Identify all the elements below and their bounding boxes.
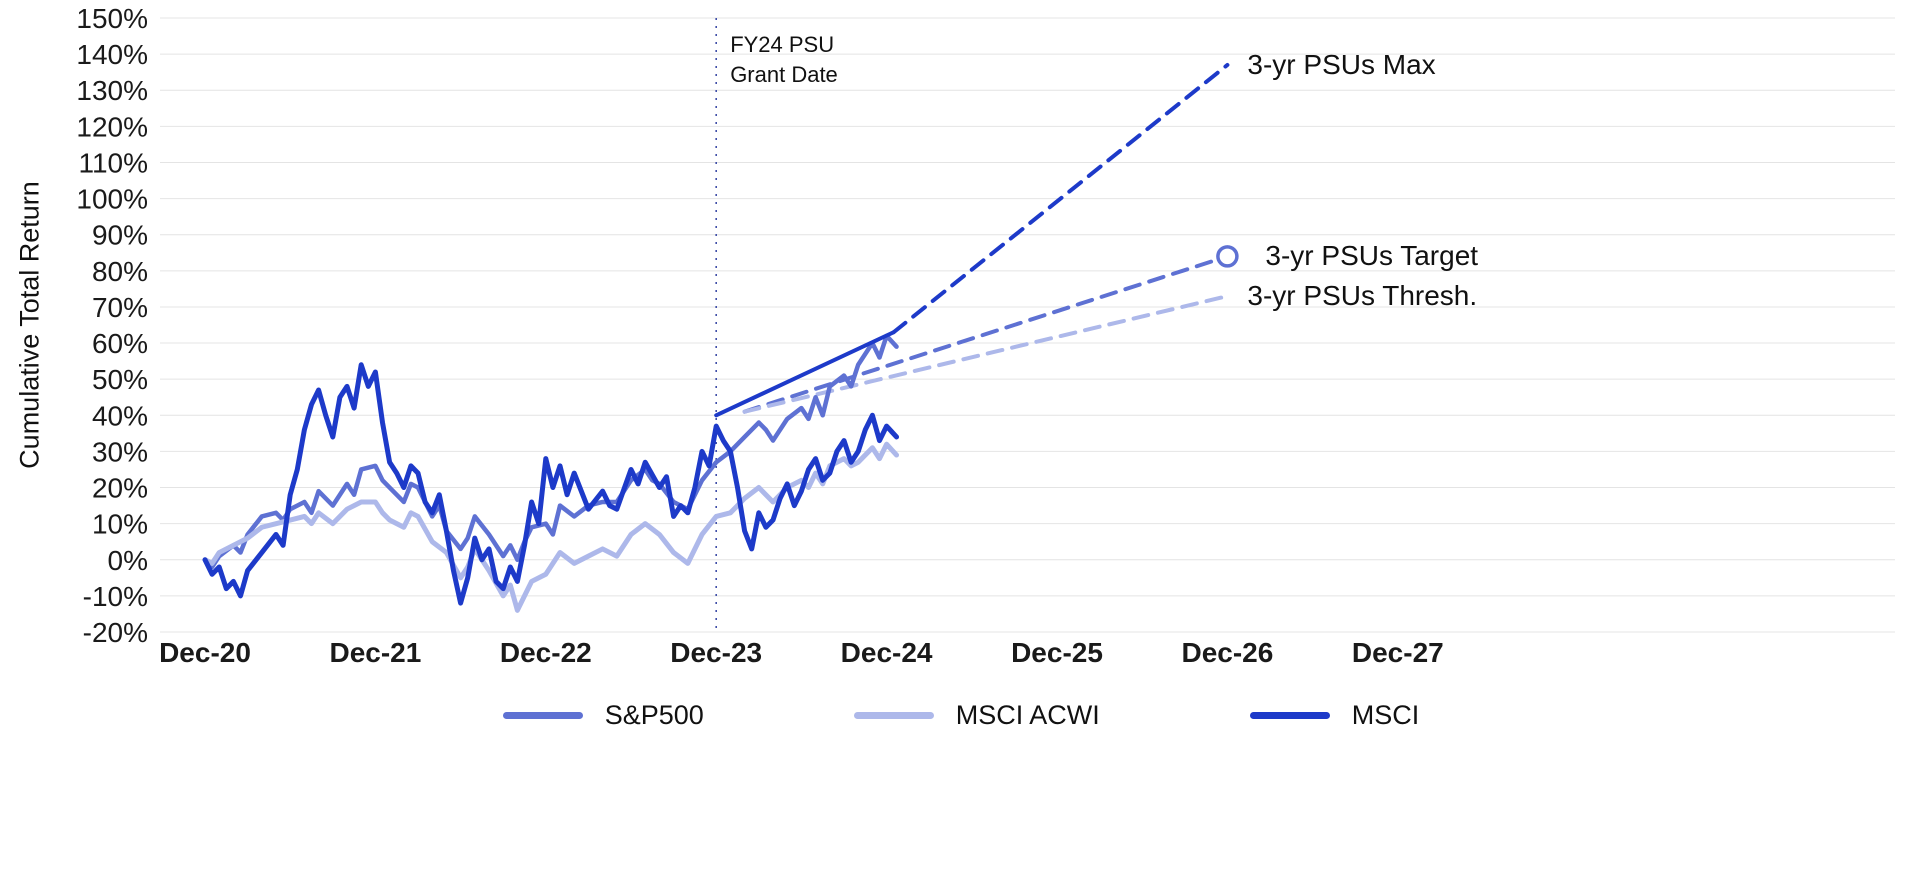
y-tick-label: -10% <box>83 581 148 612</box>
x-tick-label: Dec-26 <box>1181 637 1273 668</box>
legend-label-msci: MSCI <box>1351 700 1420 730</box>
x-tick-label: Dec-23 <box>670 637 762 668</box>
plot-area: -20% -10% 0% 10% 20% 30% 40% 50% 60% 70% 80% 90% 100… <box>76 3 1895 668</box>
x-tick-label: Dec-22 <box>500 637 592 668</box>
msci-line-swatch <box>1249 712 1330 719</box>
y-tick-label: 100% <box>76 184 148 215</box>
legend: S&P500 MSCI ACWI MSCI <box>0 700 1922 731</box>
projection-label-max: 3-yr PSUs Max <box>1247 48 1436 80</box>
x-tick-label: Dec-27 <box>1352 637 1444 668</box>
y-tick-label: 10% <box>92 509 148 540</box>
y-tick-label: 20% <box>92 473 148 504</box>
series-line-2 <box>202 362 900 606</box>
y-tick-label: 30% <box>92 436 148 467</box>
grant-date-annotation-line1: FY24 PSU <box>730 32 835 57</box>
grant-date-annotation-line2: Grant Date <box>730 61 838 87</box>
projection-line-0 <box>714 330 896 418</box>
y-tick-label: 130% <box>76 75 148 106</box>
y-tick-label: 150% <box>76 3 148 34</box>
sp500-line-swatch <box>502 712 583 719</box>
y-tick-label: 90% <box>92 220 148 251</box>
x-tick-label: Dec-24 <box>841 637 933 668</box>
y-tick-label: 140% <box>76 39 148 70</box>
y-tick-label: 0% <box>108 545 148 576</box>
legend-item-sp500: S&P500 <box>502 700 704 731</box>
y-tick-label: -20% <box>83 617 148 648</box>
legend-item-msci: MSCI <box>1249 700 1420 731</box>
legend-label-sp500: S&P500 <box>604 700 704 730</box>
x-tick-label: Dec-25 <box>1011 637 1103 668</box>
projection-label-target: 3-yr PSUs Target <box>1265 240 1479 272</box>
y-tick-label: 50% <box>92 364 148 395</box>
grant-date-annotation: FY24 PSU Grant Date <box>730 30 838 89</box>
y-tick-label: 70% <box>92 292 148 323</box>
projection-line-0 <box>891 62 1230 335</box>
x-tick-label: Dec-21 <box>329 637 421 668</box>
projection-label-threshold: 3-yr PSUs Thresh. <box>1247 280 1478 312</box>
projection-line-1 <box>742 254 1230 414</box>
y-tick-label: 120% <box>76 111 148 142</box>
legend-item-msci-acwi: MSCI ACWI <box>853 700 1100 731</box>
y-tick-label: 40% <box>92 400 148 431</box>
legend-label-msci-acwi: MSCI ACWI <box>955 700 1100 730</box>
y-tick-label: 110% <box>78 147 148 178</box>
y-tick-label: 60% <box>92 328 148 359</box>
series-line-1 <box>202 441 900 613</box>
y-tick-label: 80% <box>92 256 148 287</box>
projection-line-2 <box>742 294 1230 414</box>
msci-acwi-line-swatch <box>853 712 934 719</box>
x-tick-label: Dec-20 <box>159 637 251 668</box>
target-end-marker <box>1216 245 1239 268</box>
